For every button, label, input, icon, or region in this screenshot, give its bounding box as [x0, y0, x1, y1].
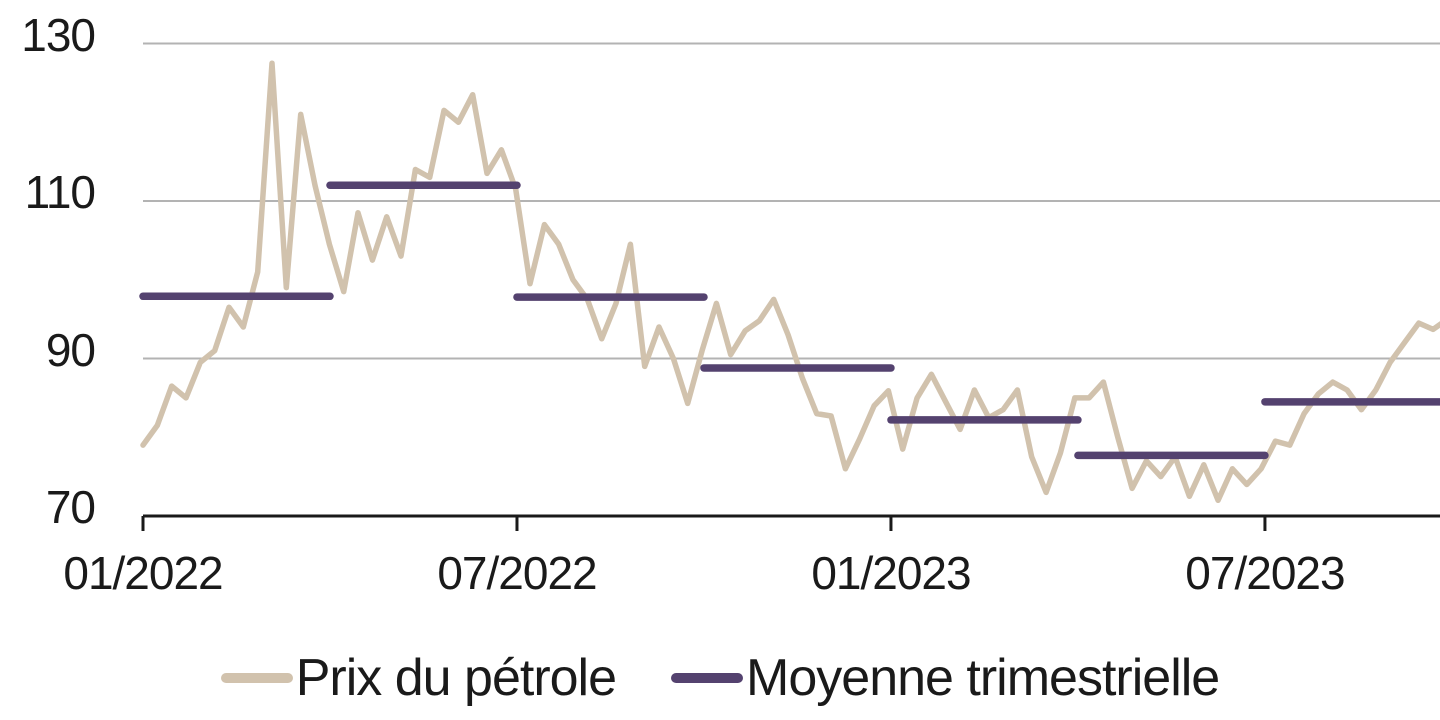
x-tick-label-07-2022: 07/2022 — [437, 547, 597, 599]
x-tick-label-01-2022: 01/2022 — [63, 547, 223, 599]
x-tick-label-01-2023: 01/2023 — [811, 547, 971, 599]
quarterly-average-line-swatch — [671, 673, 744, 683]
legend: Prix du pétrole Moyenne trimestrielle — [0, 646, 1440, 710]
y-tick-label-130: 130 — [21, 8, 96, 61]
y-tick-label-70: 70 — [45, 481, 96, 533]
oil-price-line — [140, 60, 1440, 504]
legend-item-quarterly-average: Moyenne trimestrielle — [671, 649, 1220, 707]
x-tick-label-07-2023: 07/2023 — [1185, 547, 1345, 599]
y-tick-label-90: 90 — [45, 323, 96, 376]
legend-label-quarterly-average: Moyenne trimestrielle — [746, 649, 1220, 707]
y-tick-label-110: 110 — [24, 166, 96, 218]
legend-item-oil-price: Prix du pétrole — [220, 649, 617, 707]
oil-price-line-swatch — [220, 673, 293, 683]
legend-label-oil-price: Prix du pétrole — [295, 649, 617, 707]
